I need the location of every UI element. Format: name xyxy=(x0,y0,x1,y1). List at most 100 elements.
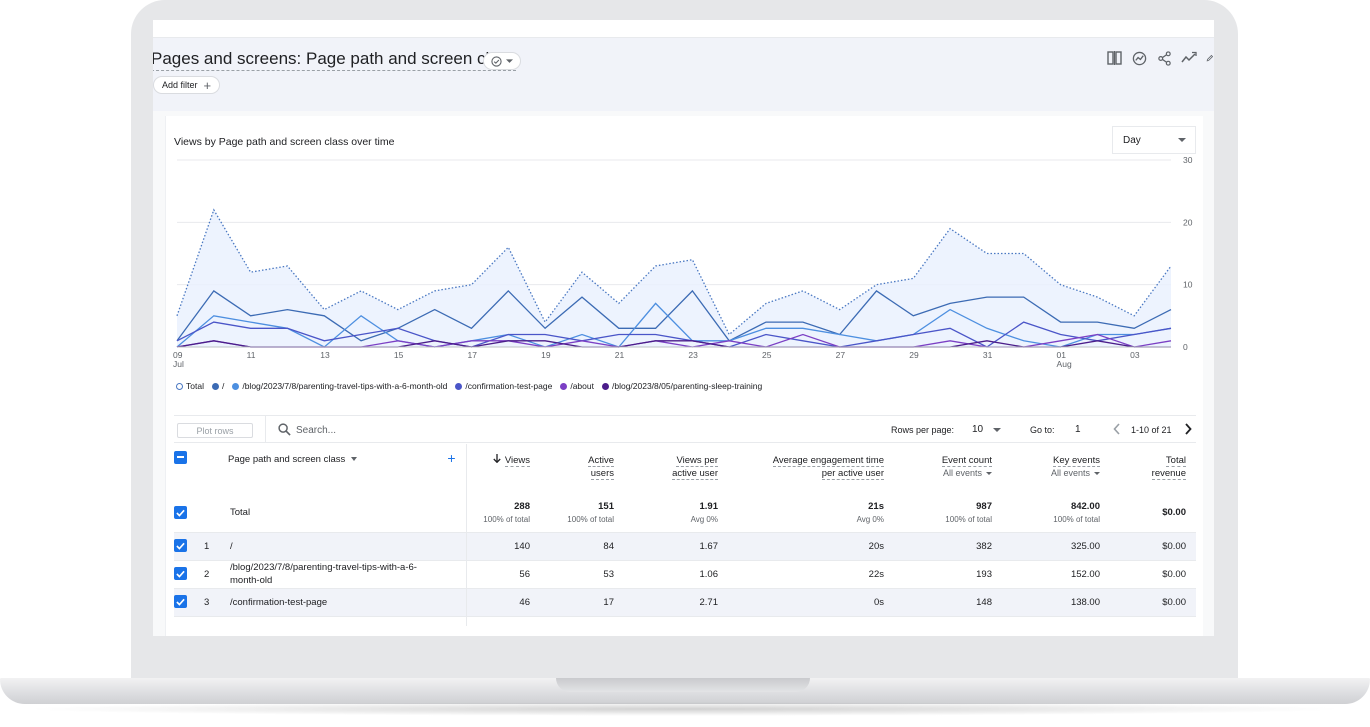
row-checkbox[interactable] xyxy=(174,595,187,609)
goto-input[interactable]: 1 xyxy=(1075,424,1081,435)
metric-header-6[interactable]: Key events All events xyxy=(1002,444,1110,494)
metric-header-4[interactable]: Average engagement time per active user xyxy=(728,444,894,494)
dimension-header[interactable]: Page path and screen class xyxy=(228,444,432,494)
total-cell: 842.00 100% of total xyxy=(1002,494,1110,533)
metric-header-2[interactable]: Active users xyxy=(540,444,624,494)
x-tick-label: 11 xyxy=(247,350,256,360)
dimension-header-label: Page path and screen class xyxy=(228,454,346,465)
chevron-down-icon xyxy=(351,457,358,462)
total-checkbox[interactable] xyxy=(174,506,187,519)
y-tick-label: 20 xyxy=(1183,217,1193,227)
y-tick-label: 10 xyxy=(1183,280,1193,290)
chevron-right-icon[interactable] xyxy=(1183,422,1193,436)
legend-dot xyxy=(601,382,609,390)
metric-filter-select[interactable]: All events xyxy=(1050,468,1090,478)
x-tick-label: 29 xyxy=(909,350,919,360)
row-page-path[interactable]: /confirmation-test-page xyxy=(228,588,432,617)
legend-item[interactable]: /about xyxy=(560,381,594,391)
legend-dot xyxy=(232,382,240,390)
total-row: Total 288 100% of total 151 100% of total 1.… xyxy=(174,494,1196,533)
chevron-down-icon[interactable] xyxy=(993,428,1001,432)
row-spacer xyxy=(432,560,467,589)
total-value: 151 xyxy=(598,500,614,512)
x-tick-label: 27 xyxy=(836,350,846,360)
share-icon[interactable] xyxy=(1156,50,1172,66)
metric-header-label: users xyxy=(590,468,614,480)
table-row[interactable]: 2/blog/2023/7/8/parenting-travel-tips-wi… xyxy=(174,560,1196,589)
row-metric-value: 138.00 xyxy=(1002,588,1110,617)
legend-label: Total xyxy=(186,381,204,391)
x-tick-label: 13 xyxy=(320,350,330,360)
report-body: Views by Page path and screen class over… xyxy=(153,111,1214,636)
sort-arrow-down-icon xyxy=(493,454,501,466)
edit-icon[interactable] xyxy=(1206,50,1214,66)
metric-header-1[interactable]: Views xyxy=(466,444,540,494)
total-value: 987 xyxy=(976,500,992,512)
total-checkbox-cell xyxy=(174,494,200,533)
row-metric-value: 148 xyxy=(894,588,1002,617)
metric-header-3[interactable]: Views per active user xyxy=(624,444,728,494)
legend-label: /blog/2023/7/8/parenting-travel-tips-wit… xyxy=(242,381,448,391)
compare-icon[interactable] xyxy=(1106,50,1122,66)
row-page-path[interactable]: /blog/2023/7/8/parenting-travel-tips-wit… xyxy=(228,560,432,589)
legend-item[interactable]: /blog/2023/7/8/parenting-travel-tips-wit… xyxy=(232,381,447,391)
metric-header-7[interactable]: Total revenue xyxy=(1110,444,1196,494)
trend-icon[interactable] xyxy=(1181,50,1197,66)
total-subtext: 100% of total xyxy=(945,514,992,524)
legend-item[interactable]: /confirmation-test-page xyxy=(455,381,552,391)
laptop-shadow xyxy=(20,702,1350,716)
metric-header-5[interactable]: Event count All events xyxy=(894,444,1002,494)
legend-item[interactable]: /blog/2023/8/05/parenting-sleep-training xyxy=(601,381,762,391)
metric-header-label: per active user xyxy=(821,468,884,480)
page-title: Pages and screens: Page path and screen … xyxy=(153,49,516,71)
row-checkbox[interactable] xyxy=(174,539,187,553)
plot-rows-button[interactable]: Plot rows xyxy=(177,423,253,438)
row-checkbox[interactable] xyxy=(174,567,187,581)
report-toolbar xyxy=(1106,50,1214,66)
row-metric-value: $0.00 xyxy=(1110,560,1196,589)
total-cell: 1.91 Avg 0% xyxy=(624,494,728,533)
row-spacer xyxy=(432,532,467,561)
total-subtext: Avg 0% xyxy=(690,514,718,524)
metric-header-label: Key events xyxy=(1053,455,1100,467)
chart-title: Views by Page path and screen class over… xyxy=(174,136,395,148)
row-metric-value: 22s xyxy=(728,560,894,589)
title-status-button[interactable] xyxy=(483,52,521,70)
chevron-left-icon[interactable] xyxy=(1112,422,1122,436)
legend-item[interactable]: Total xyxy=(176,381,204,391)
total-value: 288 xyxy=(514,500,530,512)
search-input[interactable] xyxy=(296,422,496,438)
top-bar xyxy=(153,20,1214,38)
add-dimension-button[interactable]: + xyxy=(432,444,467,494)
granularity-select[interactable]: Day xyxy=(1112,126,1196,154)
row-rank: 2 xyxy=(200,560,228,589)
table-row[interactable]: 1/ 140 84 1.67 20s 382 325.00 $0.00 xyxy=(174,532,1196,561)
row-rank: 3 xyxy=(200,588,228,617)
add-filter-button[interactable]: Add filter + xyxy=(153,76,221,94)
legend-label: /about xyxy=(570,381,594,391)
row-metric-value: 193 xyxy=(894,560,1002,589)
legend-item[interactable]: / xyxy=(211,381,224,391)
data-table: Page path and screen class + Views Active… xyxy=(174,444,1196,626)
series-area-total xyxy=(177,209,1171,347)
legend-dot xyxy=(560,382,568,390)
series-line-total xyxy=(176,208,1172,336)
total-cell: 21s Avg 0% xyxy=(728,494,894,533)
total-label: Total xyxy=(228,494,432,533)
select-all-cell xyxy=(174,444,200,494)
x-tick-label: 23 xyxy=(688,350,698,360)
legend-dot xyxy=(176,382,183,390)
granularity-value: Day xyxy=(1123,134,1141,146)
metric-header-label: active user xyxy=(672,468,718,480)
table-row[interactable]: 3/confirmation-test-page 46 17 2.71 0s 148 138… xyxy=(174,588,1196,617)
report-header: Pages and screens: Page path and screen … xyxy=(153,38,1214,111)
toolbar-divider xyxy=(265,416,266,443)
rows-per-page-select[interactable]: 10 xyxy=(972,424,984,435)
select-all-checkbox[interactable] xyxy=(174,450,187,464)
row-page-path[interactable]: / xyxy=(228,532,432,561)
metric-filter-select[interactable]: All events xyxy=(942,468,982,478)
total-value: 842.00 xyxy=(1070,500,1100,512)
insights-icon[interactable] xyxy=(1131,50,1147,66)
y-tick-label: 0 xyxy=(1183,342,1188,352)
